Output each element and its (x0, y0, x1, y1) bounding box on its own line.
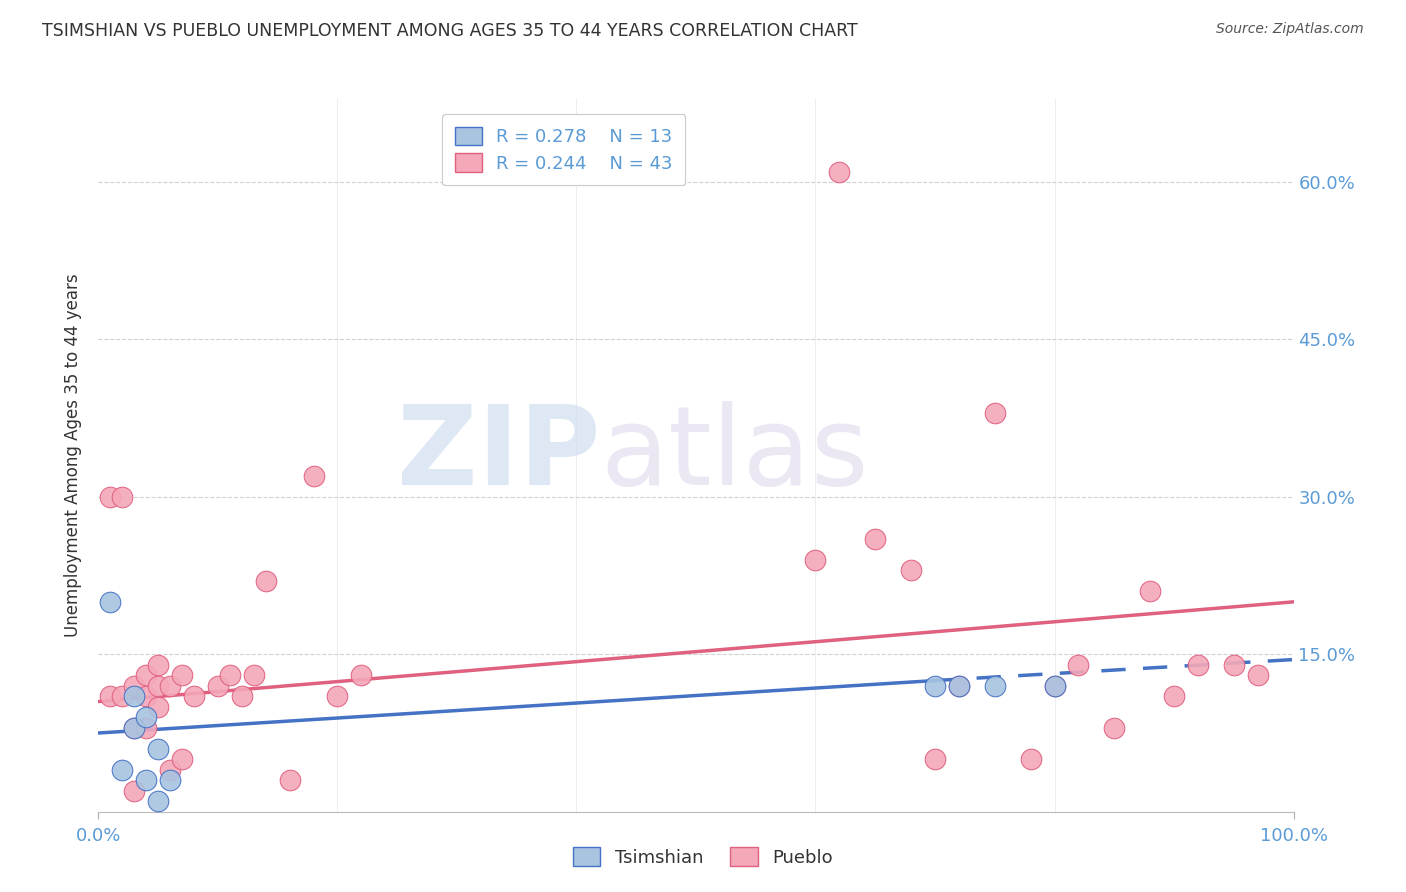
Point (1102, 721, 1125, 735)
Point (863, 532, 887, 546)
Point (1043, 679, 1066, 693)
Point (1222, 657, 1246, 672)
Point (804, 553, 827, 567)
Point (135, 668, 157, 682)
Point (148, 794, 170, 808)
Point (350, 668, 373, 682)
Point (1019, 752, 1042, 766)
Point (124, 690, 146, 704)
Point (1139, 584, 1161, 599)
Point (159, 763, 181, 777)
Point (148, 699, 170, 714)
Point (207, 679, 229, 693)
Point (183, 690, 205, 704)
Point (172, 668, 194, 682)
Point (135, 773, 157, 788)
Point (948, 679, 970, 693)
Point (231, 690, 253, 704)
Point (984, 679, 1007, 693)
Point (135, 690, 157, 704)
Point (219, 668, 242, 682)
Point (124, 679, 146, 693)
Point (135, 710, 157, 724)
Point (1187, 657, 1209, 672)
Point (278, 773, 301, 788)
Point (1246, 668, 1268, 682)
Point (326, 690, 349, 704)
Point (111, 490, 134, 504)
Point (984, 406, 1007, 420)
Point (111, 763, 134, 777)
Point (159, 773, 181, 788)
Point (148, 679, 170, 693)
Point (148, 741, 170, 756)
Point (159, 679, 181, 693)
Point (948, 679, 970, 693)
Point (924, 679, 946, 693)
Text: Source: ZipAtlas.com: Source: ZipAtlas.com (1216, 22, 1364, 37)
Text: TSIMSHIAN VS PUEBLO UNEMPLOYMENT AMONG AGES 35 TO 44 YEARS CORRELATION CHART: TSIMSHIAN VS PUEBLO UNEMPLOYMENT AMONG A… (42, 22, 858, 40)
Legend: Tsimshian, Pueblo: Tsimshian, Pueblo (567, 840, 839, 874)
Point (124, 721, 146, 735)
Point (1043, 679, 1066, 693)
Y-axis label: Unemployment Among Ages 35 to 44 years: Unemployment Among Ages 35 to 44 years (65, 273, 83, 637)
Point (124, 721, 146, 735)
Point (148, 657, 170, 672)
Legend: R = 0.278    N = 13, R = 0.244    N = 43: R = 0.278 N = 13, R = 0.244 N = 43 (441, 114, 685, 186)
Point (1163, 690, 1185, 704)
Point (98, 490, 122, 504)
Point (254, 574, 277, 588)
Point (135, 721, 157, 735)
Text: ZIP: ZIP (396, 401, 600, 508)
Point (900, 563, 922, 577)
Point (172, 752, 194, 766)
Point (98, 595, 122, 609)
Text: atlas: atlas (600, 401, 869, 508)
Point (828, 164, 851, 178)
Point (124, 783, 146, 797)
Point (924, 752, 946, 766)
Point (302, 469, 325, 483)
Point (98, 690, 122, 704)
Point (243, 668, 266, 682)
Point (1067, 657, 1090, 672)
Point (111, 690, 134, 704)
